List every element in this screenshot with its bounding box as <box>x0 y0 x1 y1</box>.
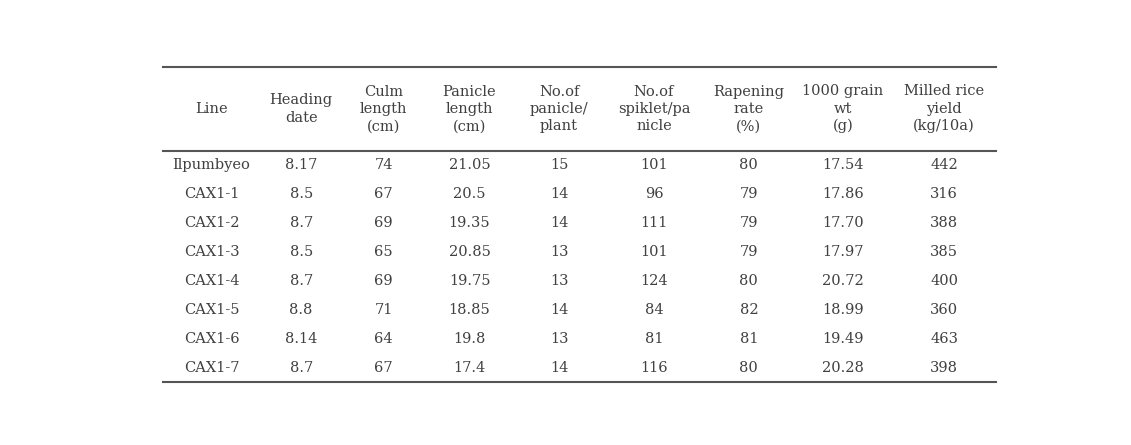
Text: 80: 80 <box>740 158 758 172</box>
Text: Milled rice
yield
(kg/10a): Milled rice yield (kg/10a) <box>904 84 984 134</box>
Text: CAX1-4: CAX1-4 <box>184 274 240 288</box>
Text: 79: 79 <box>740 216 758 230</box>
Text: 65: 65 <box>374 245 392 259</box>
Text: Culm
length
(cm): Culm length (cm) <box>360 85 407 133</box>
Text: 96: 96 <box>645 187 663 201</box>
Text: No.of
spiklet/pa
nicle: No.of spiklet/pa nicle <box>618 85 690 133</box>
Text: 398: 398 <box>930 361 958 375</box>
Text: 101: 101 <box>640 158 667 172</box>
Text: 19.35: 19.35 <box>449 216 491 230</box>
Text: 19.8: 19.8 <box>454 332 485 346</box>
Text: CAX1-6: CAX1-6 <box>184 332 240 346</box>
Text: 463: 463 <box>930 332 958 346</box>
Text: 14: 14 <box>550 361 568 375</box>
Text: 116: 116 <box>640 361 667 375</box>
Text: 15: 15 <box>550 158 568 172</box>
Text: Ilpumbyeo: Ilpumbyeo <box>173 158 251 172</box>
Text: 17.86: 17.86 <box>822 187 864 201</box>
Text: 80: 80 <box>740 361 758 375</box>
Text: 1000 grain
wt
(g): 1000 grain wt (g) <box>802 84 883 134</box>
Text: 400: 400 <box>930 274 958 288</box>
Text: 111: 111 <box>640 216 667 230</box>
Text: 20.28: 20.28 <box>822 361 864 375</box>
Text: 19.75: 19.75 <box>449 274 490 288</box>
Text: CAX1-5: CAX1-5 <box>184 303 240 317</box>
Text: 8.14: 8.14 <box>285 332 318 346</box>
Text: 18.85: 18.85 <box>449 303 491 317</box>
Text: 21.05: 21.05 <box>449 158 491 172</box>
Text: 80: 80 <box>740 274 758 288</box>
Text: 360: 360 <box>930 303 958 317</box>
Text: CAX1-3: CAX1-3 <box>184 245 240 259</box>
Text: CAX1-1: CAX1-1 <box>184 187 240 201</box>
Text: 385: 385 <box>930 245 958 259</box>
Text: 17.54: 17.54 <box>822 158 864 172</box>
Text: 18.99: 18.99 <box>822 303 864 317</box>
Text: CAX1-7: CAX1-7 <box>184 361 240 375</box>
Text: 316: 316 <box>930 187 958 201</box>
Text: 124: 124 <box>640 274 667 288</box>
Text: 8.7: 8.7 <box>290 274 313 288</box>
Text: 101: 101 <box>640 245 667 259</box>
Text: 74: 74 <box>374 158 392 172</box>
Text: 81: 81 <box>740 332 758 346</box>
Text: Rapening
rate
(%): Rapening rate (%) <box>714 85 785 133</box>
Text: 84: 84 <box>645 303 663 317</box>
Text: 442: 442 <box>930 158 958 172</box>
Text: 69: 69 <box>374 216 392 230</box>
Text: 8.8: 8.8 <box>290 303 313 317</box>
Text: No.of
panicle/
plant: No.of panicle/ plant <box>529 85 588 133</box>
Text: 14: 14 <box>550 303 568 317</box>
Text: CAX1-2: CAX1-2 <box>184 216 240 230</box>
Text: 82: 82 <box>740 303 758 317</box>
Text: 67: 67 <box>374 187 392 201</box>
Text: 20.5: 20.5 <box>454 187 485 201</box>
Text: 14: 14 <box>550 187 568 201</box>
Text: 19.49: 19.49 <box>822 332 864 346</box>
Text: 79: 79 <box>740 187 758 201</box>
Text: 8.5: 8.5 <box>290 187 313 201</box>
Text: 8.7: 8.7 <box>290 361 313 375</box>
Text: 64: 64 <box>374 332 392 346</box>
Text: 14: 14 <box>550 216 568 230</box>
Text: 17.4: 17.4 <box>454 361 485 375</box>
Text: 79: 79 <box>740 245 758 259</box>
Text: 13: 13 <box>550 332 568 346</box>
Text: 67: 67 <box>374 361 392 375</box>
Text: 8.7: 8.7 <box>290 216 313 230</box>
Text: Panicle
length
(cm): Panicle length (cm) <box>442 85 497 133</box>
Text: 69: 69 <box>374 274 392 288</box>
Text: 17.70: 17.70 <box>822 216 864 230</box>
Text: 388: 388 <box>930 216 958 230</box>
Text: 17.97: 17.97 <box>822 245 864 259</box>
Text: 8.17: 8.17 <box>285 158 318 172</box>
Text: 20.72: 20.72 <box>822 274 864 288</box>
Text: Line: Line <box>196 102 228 116</box>
Text: 71: 71 <box>374 303 392 317</box>
Text: 8.5: 8.5 <box>290 245 313 259</box>
Text: 81: 81 <box>645 332 663 346</box>
Text: 13: 13 <box>550 274 568 288</box>
Text: Heading
date: Heading date <box>269 93 333 125</box>
Text: 13: 13 <box>550 245 568 259</box>
Text: 20.85: 20.85 <box>449 245 491 259</box>
